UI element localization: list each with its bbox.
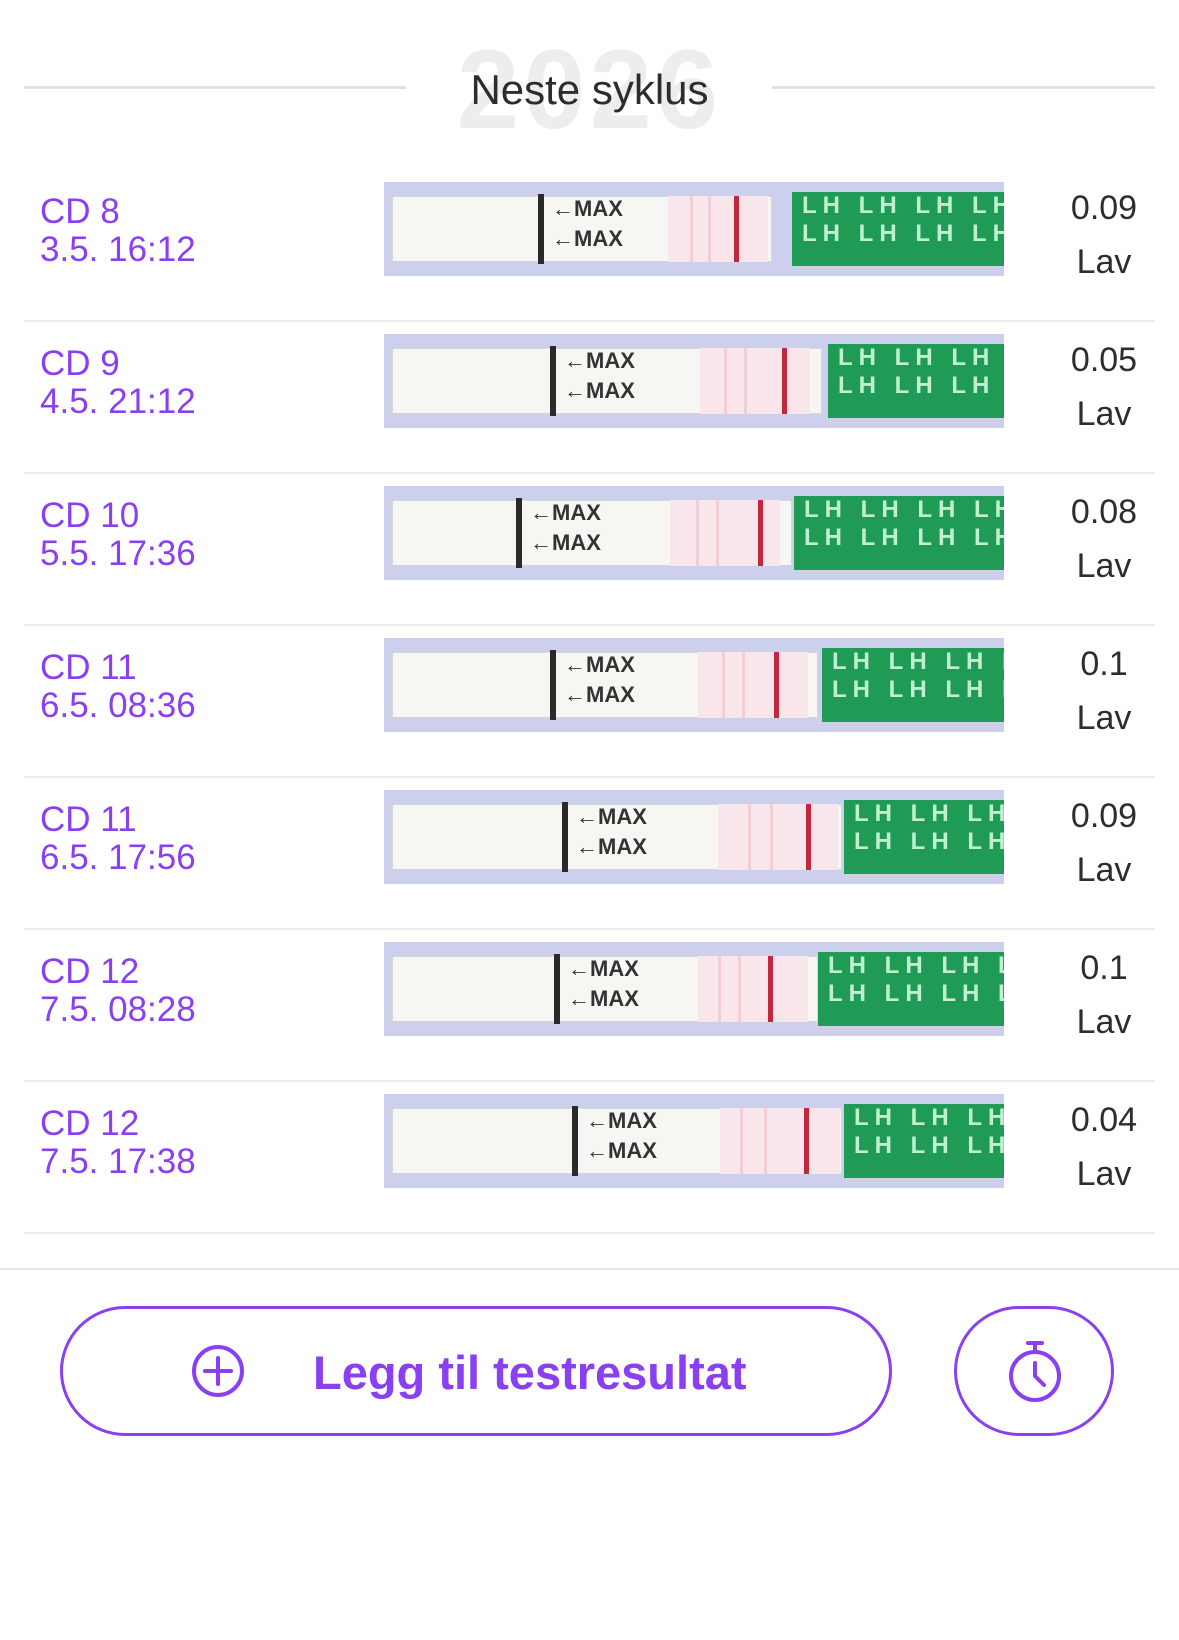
- strip-lh-label: LH LH LH LH LH LH LH LH: [794, 496, 1004, 570]
- test-result-row[interactable]: CD 10 5.5. 17:36 ←MAX←MAX LH LH LH LH LH…: [24, 474, 1155, 626]
- lh-value: 0.09: [1070, 797, 1138, 835]
- strip-lh-label: LH LH LH LH LH LH LH LH: [828, 344, 1004, 418]
- strip-max-bar: [550, 650, 556, 720]
- strip-max-bar: [572, 1106, 578, 1176]
- cycle-day-label: CD 11: [40, 800, 137, 839]
- test-result-row[interactable]: CD 12 7.5. 17:38 ←MAX ←MAX LH LH LH LH LH…: [24, 1082, 1155, 1234]
- strip-max-marks: ←MAX ←MAX: [530, 500, 601, 555]
- test-strip-photo[interactable]: ←MAX←MAX LH LH LH LH LH LH LH LH: [384, 638, 1004, 732]
- lh-level: Lav: [1076, 395, 1132, 433]
- strip-max-marks: ←MAX ←MAX: [564, 348, 635, 403]
- test-datetime: 7.5. 08:28: [40, 990, 196, 1029]
- strip-max-bar: [554, 954, 560, 1024]
- cycle-day-label: CD 11: [40, 648, 137, 687]
- test-datetime: 3.5. 16:12: [40, 230, 196, 269]
- strip-lh-label: LH LH LH LH LH LH LH LH: [792, 192, 1004, 266]
- test-result-row[interactable]: CD 8 3.5. 16:12 ←MAX←MAX LH LH LH LH LH …: [24, 170, 1155, 322]
- header-rule-left: [24, 86, 406, 89]
- section-title: Neste syklus: [470, 66, 709, 113]
- test-strip-photo[interactable]: ←MAX ←MAX LH LH LH LH LH LH: [384, 1094, 1004, 1188]
- cycle-day-label: CD 9: [40, 344, 120, 383]
- test-datetime: 7.5. 17:38: [40, 1142, 196, 1181]
- lh-value: 0.08: [1070, 493, 1138, 531]
- test-result-row[interactable]: CD 12 7.5. 08:28 ←MAX ←MAX LH LH LH LH LH…: [24, 930, 1155, 1082]
- lh-value: 0.1: [1080, 949, 1128, 987]
- strip-max-bar: [516, 498, 522, 568]
- lh-level: Lav: [1076, 699, 1132, 737]
- test-line: [768, 956, 773, 1022]
- strip-result-window: [720, 1108, 840, 1174]
- test-line: [758, 500, 763, 566]
- test-line: [806, 804, 811, 870]
- timer-button[interactable]: [954, 1306, 1114, 1436]
- test-strip-photo[interactable]: ←MAX←MAX LH LH LH LH LH LH LH LH: [384, 942, 1004, 1036]
- test-strip-photo[interactable]: ←MAX←MAX LH LH LH LH LH LH LH LH: [384, 182, 1004, 276]
- strip-lh-label: LH LH LH LH LH LH: [844, 1104, 1004, 1178]
- year-watermark: 2026: [456, 27, 723, 152]
- cycle-day-label: CD 8: [40, 192, 120, 231]
- test-strip-photo[interactable]: ←MAX ←MAX LH LH LH LH LH LH: [384, 790, 1004, 884]
- lh-level: Lav: [1076, 851, 1132, 889]
- strip-max-marks: ←MAX ←MAX: [586, 1108, 657, 1163]
- strip-max-bar: [562, 802, 568, 872]
- add-test-result-button[interactable]: Legg til testresultat: [60, 1306, 892, 1436]
- strip-max-marks: ←MAX ←MAX: [564, 652, 635, 707]
- strip-max-bar: [550, 346, 556, 416]
- plus-circle-icon: [192, 1345, 244, 1397]
- test-result-list: CD 8 3.5. 16:12 ←MAX←MAX LH LH LH LH LH …: [0, 170, 1179, 1234]
- lh-level: Lav: [1076, 1003, 1132, 1041]
- test-line: [774, 652, 779, 718]
- test-strip-photo[interactable]: ←MAX←MAX LH LH LH LH LH LH LH LH: [384, 486, 1004, 580]
- test-strip-photo[interactable]: ←MAX←MAX LH LH LH LH LH LH LH LH: [384, 334, 1004, 428]
- bottom-divider: [0, 1268, 1179, 1270]
- test-line: [734, 196, 739, 262]
- test-result-row[interactable]: CD 11 6.5. 08:36 ←MAX ←MAX LH LH LH LH LH…: [24, 626, 1155, 778]
- stopwatch-icon: [1009, 1341, 1061, 1402]
- cycle-day-label: CD 10: [40, 496, 140, 535]
- test-line: [804, 1108, 809, 1174]
- strip-result-window: [670, 500, 780, 566]
- header-rule-right: [772, 86, 1155, 89]
- test-result-row[interactable]: CD 11 6.5. 17:56 ←MAX ←MAX LH LH LH LH LH…: [24, 778, 1155, 930]
- test-datetime: 6.5. 17:56: [40, 838, 196, 877]
- lh-value: 0.09: [1070, 189, 1138, 227]
- strip-max-marks: ←MAX ←MAX: [576, 804, 647, 859]
- strip-result-window: [698, 956, 808, 1022]
- lh-level: Lav: [1076, 243, 1132, 281]
- strip-lh-label: LH LH LH LH LH LH LH LH: [822, 648, 1004, 722]
- header: 2026 Neste syklus: [0, 0, 1179, 180]
- strip-result-window: [700, 348, 810, 414]
- lh-level: Lav: [1076, 547, 1132, 585]
- strip-result-window: [718, 804, 838, 870]
- test-datetime: 4.5. 21:12: [40, 382, 196, 421]
- add-test-result-label: Legg til testresultat: [313, 1346, 747, 1399]
- lh-value: 0.05: [1070, 341, 1138, 379]
- test-datetime: 6.5. 08:36: [40, 686, 196, 725]
- test-datetime: 5.5. 17:36: [40, 534, 196, 573]
- strip-result-window: [698, 652, 808, 718]
- strip-lh-label: LH LH LH LH LH LH LH LH: [818, 952, 1004, 1026]
- strip-result-window: [668, 196, 768, 262]
- strip-max-bar: [538, 194, 544, 264]
- lh-value: 0.04: [1070, 1101, 1138, 1139]
- cycle-day-label: CD 12: [40, 1104, 140, 1143]
- test-line: [782, 348, 787, 414]
- strip-lh-label: LH LH LH LH LH LH: [844, 800, 1004, 874]
- cycle-day-label: CD 12: [40, 952, 140, 991]
- strip-max-marks: ←MAX ←MAX: [552, 196, 623, 251]
- lh-level: Lav: [1076, 1155, 1132, 1193]
- lh-value: 0.1: [1080, 645, 1128, 683]
- strip-max-marks: ←MAX ←MAX: [568, 956, 639, 1011]
- test-result-row[interactable]: CD 9 4.5. 21:12 ←MAX ←MAX LH LH LH LH LH …: [24, 322, 1155, 474]
